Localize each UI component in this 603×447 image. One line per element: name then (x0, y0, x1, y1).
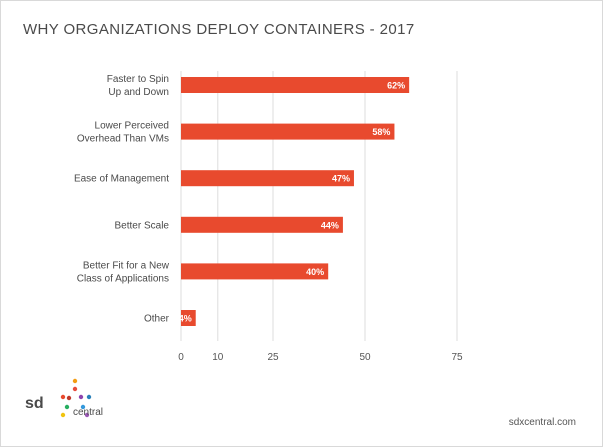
category-label-1-0: Lower Perceived (95, 121, 169, 132)
logo-text-sd: sd (25, 395, 44, 412)
bar-5 (181, 310, 196, 326)
category-label-4-1: Class of Applications (77, 273, 169, 284)
bar-value-label-5: 4% (179, 314, 192, 324)
bar-value-label-0: 62% (387, 81, 405, 91)
category-label-2-0: Ease of Management (74, 174, 169, 185)
chart-title: WHY ORGANIZATIONS DEPLOY CONTAINERS - 20… (23, 21, 415, 38)
bar-value-label-2: 47% (332, 174, 350, 184)
bar-2 (181, 170, 354, 187)
footer-url: sdxcentral.com (508, 417, 576, 428)
category-label-1-1: Overhead Than VMs (77, 134, 169, 145)
bar-4 (181, 263, 329, 280)
x-tick-label-25: 25 (267, 352, 279, 363)
bar-value-label-1: 58% (372, 127, 390, 137)
bar-1 (181, 123, 395, 140)
logo-text-central: central (73, 407, 104, 418)
bar-0 (181, 77, 410, 93)
bar-value-label-3: 44% (321, 220, 339, 230)
category-label-5-0: Other (144, 314, 170, 325)
x-tick-label-0: 0 (178, 352, 184, 363)
bar-3 (181, 216, 343, 233)
category-label-0-0: Faster to Spin (107, 74, 169, 85)
category-label-3-0: Better Scale (115, 220, 170, 231)
x-tick-label-50: 50 (359, 352, 371, 363)
logo-x-mark-icon (60, 378, 92, 418)
x-tick-label-75: 75 (451, 352, 463, 363)
category-label-0-1: Up and Down (108, 87, 169, 98)
x-tick-label-10: 10 (212, 352, 224, 363)
bar-value-label-4: 40% (306, 267, 324, 277)
sdxcentral-logo: sd central (25, 377, 115, 427)
category-label-4-0: Better Fit for a New (83, 260, 170, 271)
